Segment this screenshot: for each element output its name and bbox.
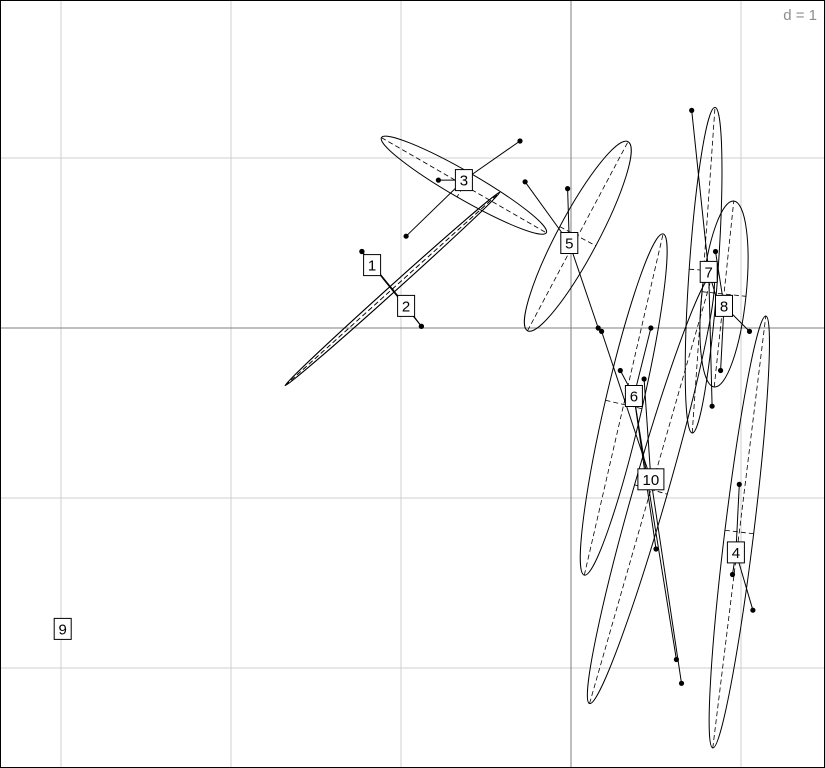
group-4-point [750,607,756,613]
group-8-minor-axis [701,291,747,297]
group-10-label: 10 [643,472,660,489]
group-6-point [653,546,659,552]
group-3-link [405,179,465,237]
group-2-point [359,248,365,255]
group-7-point [709,403,715,409]
group-ellipses [284,106,770,749]
group-8-label: 8 [720,298,728,315]
group-9-label-box [53,617,72,640]
group-3-label: 3 [460,173,468,190]
group-4-major-axis [712,315,767,749]
group-5-point [522,179,528,185]
group-labels: 1 2 3 4 5 6 78 9 10 [53,169,745,640]
group-5-label: 5 [565,236,573,253]
group-6-major-axis [583,233,664,576]
group-8-point [718,367,724,374]
group-3-point [403,233,409,239]
group-3-point [517,138,523,144]
group-10-label-box [637,468,665,491]
group-6-point [648,325,654,331]
group-6-point [673,656,680,663]
group-7-point [689,107,695,113]
group-6-point [617,367,623,374]
group-10-point [641,376,647,382]
group-6-link [633,395,677,660]
scale-label: d = 1 [783,7,817,24]
group-2-label-box [397,294,416,317]
group-5-link [568,242,599,329]
group-7-label: 7 [705,264,713,281]
group-8-label-box [715,294,733,317]
group-7-link [708,271,713,407]
group-1-label-box [363,254,382,277]
group-10-link [643,378,652,480]
group-8-major-axis [713,200,735,388]
group-5-label-box [560,232,579,254]
group-10-major-axis [589,275,713,704]
group-6-link [633,327,652,397]
group-7-label-box [699,260,718,283]
group-10-link [650,479,682,684]
group-6-label: 6 [630,389,638,406]
group-1-label: 1 [368,258,376,275]
group-4-minor-axis [724,529,754,535]
group-9-label: 9 [59,621,67,638]
group-4-point [729,571,736,578]
group-4-label: 4 [732,545,740,562]
group-2-label: 2 [402,298,410,315]
group-6-minor-axis [605,399,643,410]
group-5-point [595,325,601,331]
group-10-point [678,680,685,686]
group-3-label-box [454,169,473,192]
group-4-point [736,481,742,487]
group-6-label-box [624,385,643,407]
group-4-link [735,484,740,553]
group-10-point [599,328,605,334]
group-8-point [712,248,719,255]
group-5-point [565,186,571,192]
group-2-point [418,323,424,329]
group-3-link [463,140,521,181]
group-7-link [691,110,710,272]
group-3-point [435,177,441,183]
group-4-label-box [726,541,745,564]
group-8-point [746,328,753,334]
group-star-links [361,110,754,684]
